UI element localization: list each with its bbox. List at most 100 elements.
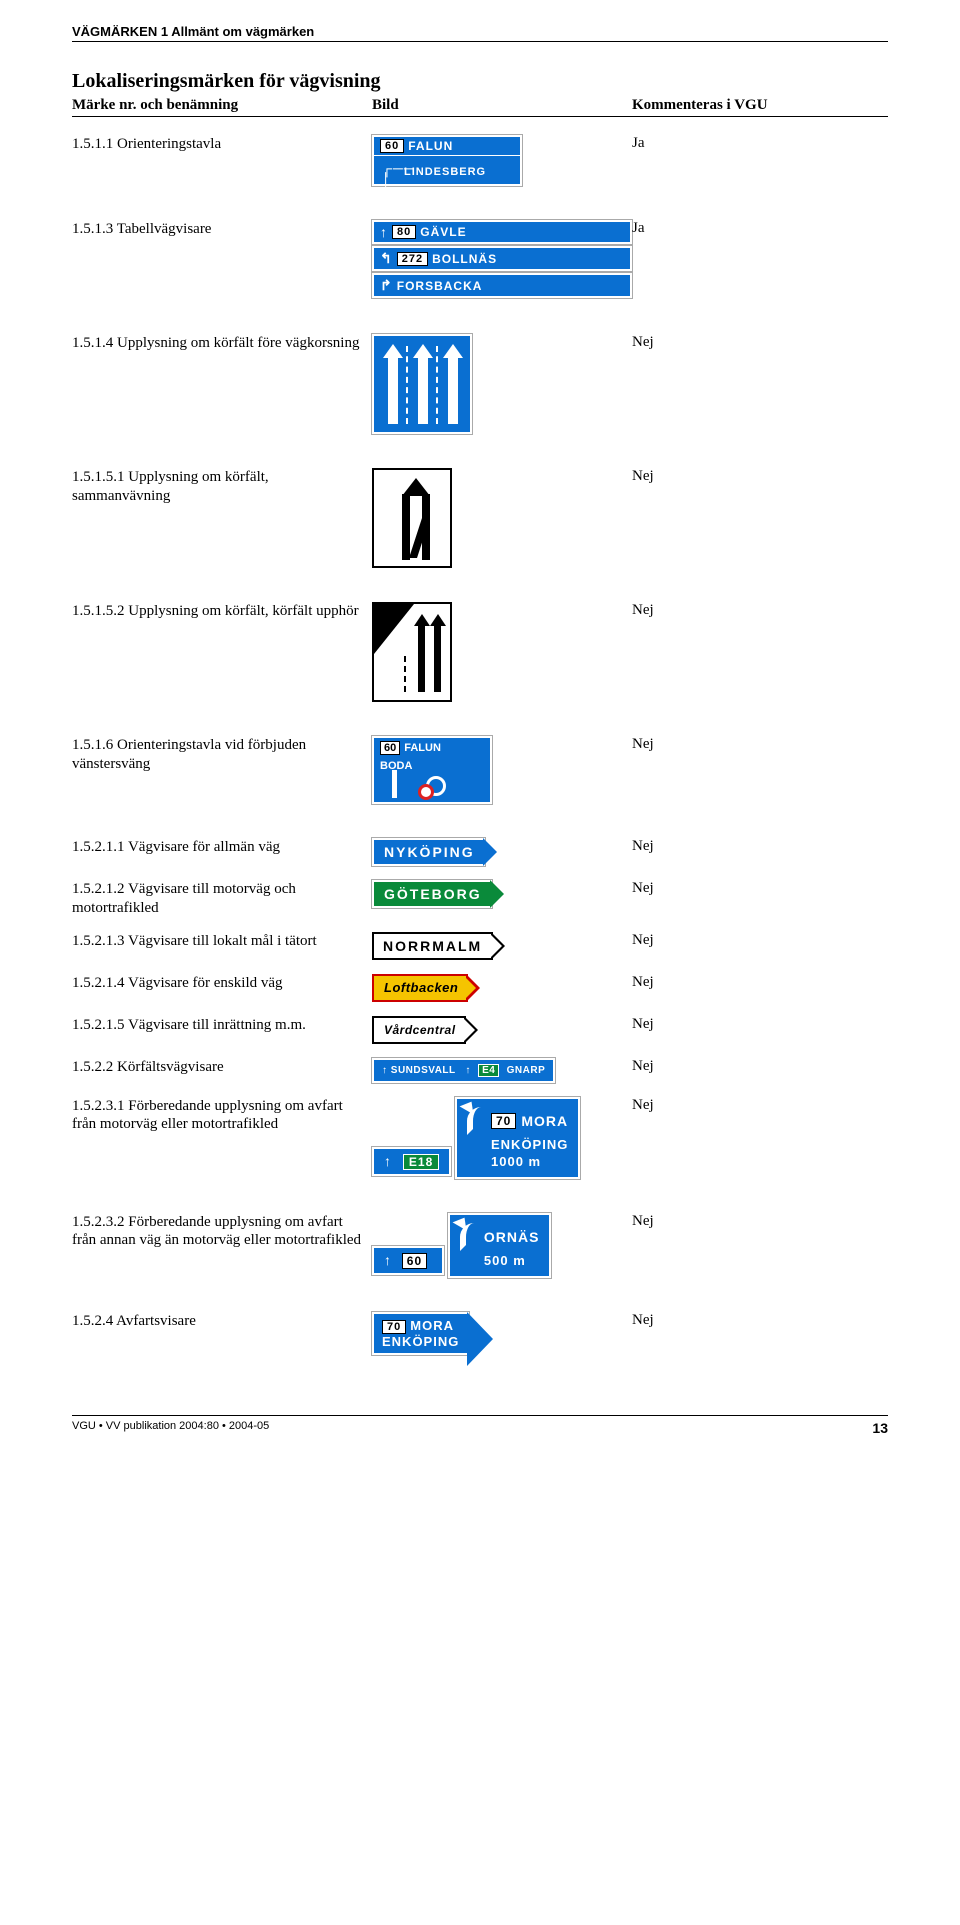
section-title: Lokaliseringsmärken för vägvisning bbox=[72, 70, 888, 93]
dest-text: Vårdcentral bbox=[384, 1023, 456, 1037]
table-row: 1.5.1.5.1 Upplysning om körfält, sammanv… bbox=[72, 468, 888, 568]
row-vgu: Nej bbox=[632, 880, 888, 897]
sign-tabell-line: 272 BOLLNÄS bbox=[372, 246, 632, 271]
row-vgu: Nej bbox=[632, 932, 888, 949]
dest-text: BOLLNÄS bbox=[432, 252, 497, 266]
sign-pointer-black: Vårdcentral bbox=[372, 1016, 466, 1044]
sign-pointer-blue: NYKÖPING bbox=[372, 838, 485, 866]
row-vgu: Nej bbox=[632, 1097, 888, 1114]
row-vgu: Nej bbox=[632, 736, 888, 753]
row-label: 1.5.2.1.5 Vägvisare till inrättning m.m. bbox=[72, 1016, 372, 1035]
route-box-green: E18 bbox=[403, 1154, 439, 1170]
page-header: VÄGMÄRKEN 1 Allmänt om vägmärken bbox=[72, 24, 888, 42]
row-label: 1.5.2.1.4 Vägvisare för enskild väg bbox=[72, 974, 372, 993]
route-number: 272 bbox=[397, 252, 428, 266]
sign-avfartsvisare: 70MORA ENKÖPING bbox=[372, 1312, 469, 1355]
dest-text: NORRMALM bbox=[383, 938, 482, 954]
distance-text: 1000 m bbox=[491, 1154, 541, 1169]
row-bild: ↑ 60 ORNÄS 500 m bbox=[372, 1213, 632, 1278]
row-vgu: Nej bbox=[632, 1213, 888, 1230]
row-label: 1.5.2.1.1 Vägvisare för allmän väg bbox=[72, 838, 372, 857]
row-vgu: Nej bbox=[632, 838, 888, 855]
row-label: 1.5.2.3.1 Förberedande upplysning om avf… bbox=[72, 1097, 372, 1135]
dest-text: ENKÖPING bbox=[382, 1334, 459, 1349]
row-vgu: Nej bbox=[632, 974, 888, 991]
row-vgu: Nej bbox=[632, 1312, 888, 1329]
row-label: 1.5.1.5.1 Upplysning om körfält, sammanv… bbox=[72, 468, 372, 506]
row-label: 1.5.2.1.3 Vägvisare till lokalt mål i tä… bbox=[72, 932, 372, 951]
row-label: 1.5.1.4 Upplysning om körfält före vägko… bbox=[72, 334, 372, 353]
row-bild: 70MORA ENKÖPING bbox=[372, 1312, 632, 1355]
table-row: 1.5.1.4 Upplysning om körfält före vägko… bbox=[72, 334, 888, 434]
sign-forberedande-annan: ↑ 60 ORNÄS 500 m bbox=[372, 1213, 632, 1278]
table-row: 1.5.1.5.2 Upplysning om körfält, körfält… bbox=[72, 602, 888, 702]
col-name: Märke nr. och benämning bbox=[72, 97, 372, 114]
dest-text: FORSBACKA bbox=[397, 279, 483, 293]
route-number: 80 bbox=[392, 225, 416, 239]
row-bild: 80 GÄVLE 272 BOLLNÄS FORSBACKA bbox=[372, 220, 632, 300]
dest-text: MORA bbox=[521, 1113, 568, 1129]
row-bild: GÖTEBORG bbox=[372, 880, 632, 908]
dest-text: FALUN bbox=[408, 139, 453, 153]
dest-text: GÖTEBORG bbox=[384, 886, 482, 902]
row-vgu: Nej bbox=[632, 1058, 888, 1075]
table-row: 1.5.2.4 Avfartsvisare 70MORA ENKÖPING Ne… bbox=[72, 1312, 888, 1355]
row-vgu: Nej bbox=[632, 1016, 888, 1033]
table-row: 1.5.2.1.1 Vägvisare för allmän väg NYKÖP… bbox=[72, 838, 888, 866]
table-row: 1.5.1.6 Orienteringstavla vid förbjuden … bbox=[72, 736, 888, 804]
table-row: 1.5.2.2 Körfältsvägvisare ↑ SUNDSVALL ↑ … bbox=[72, 1058, 888, 1083]
dest-text: LINDESBERG bbox=[404, 166, 486, 178]
route-box-green: E4 bbox=[478, 1064, 499, 1077]
row-bild: Vårdcentral bbox=[372, 1016, 632, 1044]
table-row: 1.5.2.3.2 Förberedande upplysning om avf… bbox=[72, 1213, 888, 1278]
table-row: 1.5.1.1 Orienteringstavla 60 FALUN LINDES… bbox=[72, 135, 888, 186]
table-row: 1.5.2.3.1 Förberedande upplysning om avf… bbox=[72, 1097, 888, 1179]
row-bild: 60 FALUN LINDESBERG bbox=[372, 135, 632, 186]
row-bild bbox=[372, 334, 632, 434]
distance-text: 500 m bbox=[484, 1253, 526, 1268]
row-bild: NORRMALM bbox=[372, 932, 632, 960]
dest-text: ENKÖPING bbox=[491, 1137, 568, 1152]
sign-tabell-line: FORSBACKA bbox=[372, 273, 632, 298]
dest-text: GÄVLE bbox=[420, 225, 466, 239]
table-row: 1.5.2.1.4 Vägvisare för enskild väg Loft… bbox=[72, 974, 888, 1002]
row-label: 1.5.1.3 Tabellvägvisare bbox=[72, 220, 372, 239]
row-bild: Loftbacken bbox=[372, 974, 632, 1002]
row-vgu: Ja bbox=[632, 135, 888, 152]
table-row: 1.5.2.1.2 Vägvisare till motorväg och mo… bbox=[72, 880, 888, 918]
dest-text: ORNÄS bbox=[484, 1229, 540, 1245]
sign-pointer-yellow: Loftbacken bbox=[372, 974, 468, 1002]
row-bild: ↑ SUNDSVALL ↑ E4 GNARP bbox=[372, 1058, 632, 1083]
sign-pointer-green: GÖTEBORG bbox=[372, 880, 492, 908]
dest-text: FALUN bbox=[404, 742, 441, 754]
dest-text: SUNDSVALL bbox=[391, 1065, 456, 1076]
row-bild bbox=[372, 602, 632, 702]
row-label: 1.5.1.1 Orienteringstavla bbox=[72, 135, 372, 154]
sign-orienteringstavla: 60 FALUN LINDESBERG bbox=[372, 135, 522, 186]
row-vgu: Nej bbox=[632, 468, 888, 485]
row-vgu: Nej bbox=[632, 334, 888, 351]
row-label: 1.5.1.5.2 Upplysning om körfält, körfält… bbox=[72, 602, 372, 621]
page-footer: VGU • VV publikation 2004:80 • 2004-05 1… bbox=[72, 1415, 888, 1436]
row-label: 1.5.2.2 Körfältsvägvisare bbox=[72, 1058, 372, 1077]
sign-pointer-white: NORRMALM bbox=[372, 932, 493, 960]
column-headers: Märke nr. och benämning Bild Kommenteras… bbox=[72, 97, 888, 117]
sign-lane-before-junction bbox=[372, 334, 472, 434]
row-vgu: Ja bbox=[632, 220, 888, 237]
sign-lane-ends bbox=[372, 602, 452, 702]
sign-korfaltsvagvisare: ↑ SUNDSVALL ↑ E4 GNARP bbox=[372, 1058, 555, 1083]
sign-merge bbox=[372, 468, 452, 568]
row-bild: 60FALUN BODA bbox=[372, 736, 632, 804]
sign-no-left-turn: 60FALUN BODA bbox=[372, 736, 492, 804]
route-number: 60 bbox=[380, 741, 400, 755]
dest-text: NYKÖPING bbox=[384, 844, 475, 860]
route-number: 60 bbox=[402, 1253, 427, 1269]
row-bild bbox=[372, 468, 632, 568]
row-label: 1.5.1.6 Orienteringstavla vid förbjuden … bbox=[72, 736, 372, 774]
route-number: 60 bbox=[380, 139, 404, 153]
col-vgu: Kommenteras i VGU bbox=[632, 97, 888, 114]
table-row: 1.5.2.1.5 Vägvisare till inrättning m.m.… bbox=[72, 1016, 888, 1044]
dest-text: GNARP bbox=[507, 1065, 546, 1076]
row-label: 1.5.2.3.2 Förberedande upplysning om avf… bbox=[72, 1213, 372, 1251]
sign-tabell-line: 80 GÄVLE bbox=[372, 220, 632, 244]
